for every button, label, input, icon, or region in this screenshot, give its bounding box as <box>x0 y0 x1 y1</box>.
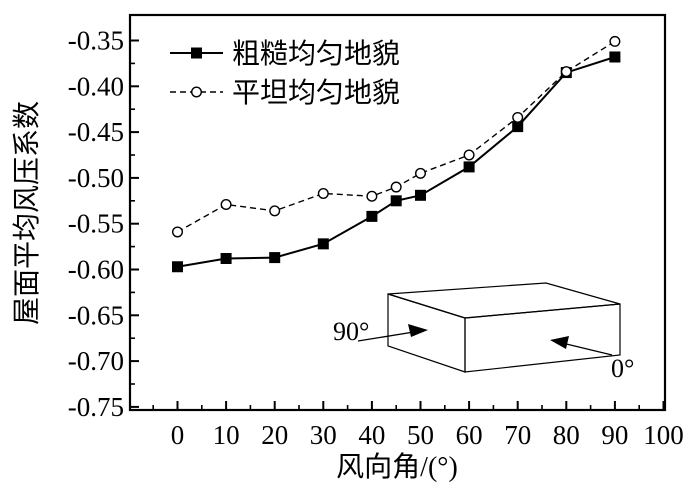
plot-frame <box>128 13 667 412</box>
data-point <box>317 238 329 250</box>
y-tick-label: -0.60 <box>68 255 124 285</box>
y-tick-label: -0.35 <box>68 26 124 56</box>
x-axis-title: 风向角/(°) <box>336 451 458 483</box>
axis-ticks <box>130 39 665 410</box>
x-tick-label: 60 <box>456 420 483 450</box>
y-tick-label: -0.65 <box>68 300 124 330</box>
arrow-90-shaft <box>357 330 421 342</box>
data-point <box>390 195 402 207</box>
x-tick-label: 10 <box>213 420 240 450</box>
inset-box-left-face <box>387 293 466 373</box>
y-tick-label: -0.70 <box>68 346 124 376</box>
y-tick-label: -0.50 <box>68 163 124 193</box>
x-tick-label: 80 <box>553 420 580 450</box>
data-point <box>269 205 281 217</box>
angle-label-90: 90° <box>333 317 369 346</box>
x-tick-label: 70 <box>504 420 531 450</box>
x-tick-label: 100 <box>643 420 684 450</box>
data-point <box>390 181 402 193</box>
data-point <box>317 187 329 199</box>
data-point <box>609 51 621 63</box>
inset-box-top <box>387 282 621 319</box>
data-point <box>220 253 232 265</box>
x-tick-label: 40 <box>358 420 385 450</box>
inset-box-front-face <box>464 303 621 373</box>
data-point <box>172 261 183 273</box>
y-tick-label: -0.75 <box>68 392 124 422</box>
y-tick-label: -0.55 <box>68 209 124 239</box>
y-axis-title: 屋面平均风压系数 <box>11 101 43 325</box>
x-tick-label: 20 <box>261 420 288 450</box>
data-point <box>415 167 427 179</box>
wind-direction-inset: 90° 0° <box>333 282 634 383</box>
x-tick-label: 90 <box>601 420 628 450</box>
legend-marker <box>191 47 202 59</box>
y-tick-label: -0.45 <box>68 117 124 147</box>
x-tick-label: 50 <box>407 420 434 450</box>
data-point <box>463 161 475 173</box>
data-point <box>463 149 475 161</box>
arrow-90-head <box>408 324 428 337</box>
data-point <box>366 190 378 202</box>
legend-label: 平坦均匀地貌 <box>232 77 400 109</box>
arrow-0-head <box>550 336 569 349</box>
data-point <box>366 210 378 222</box>
x-tick-label: 0 <box>171 420 185 450</box>
data-point <box>171 226 183 238</box>
data-point <box>220 198 232 210</box>
x-tick-label: 30 <box>310 420 337 450</box>
data-point <box>512 121 524 133</box>
plot-border <box>128 13 667 412</box>
data-point <box>269 252 281 264</box>
data-point <box>415 189 426 201</box>
series-lines <box>171 35 621 273</box>
data-point <box>560 66 572 78</box>
y-tick-label: -0.40 <box>68 71 124 101</box>
data-point <box>609 35 621 47</box>
data-point <box>512 111 524 123</box>
angle-label-0: 0° <box>611 354 634 383</box>
legend-marker <box>190 86 202 98</box>
legend-label: 粗糙均匀地貌 <box>232 38 400 70</box>
tick-labels: 0 10 20 30 40 50 60 70 80 90 100 -0.75 -0.70 -0.65 -0.… <box>68 26 684 451</box>
series-2 <box>171 35 621 238</box>
